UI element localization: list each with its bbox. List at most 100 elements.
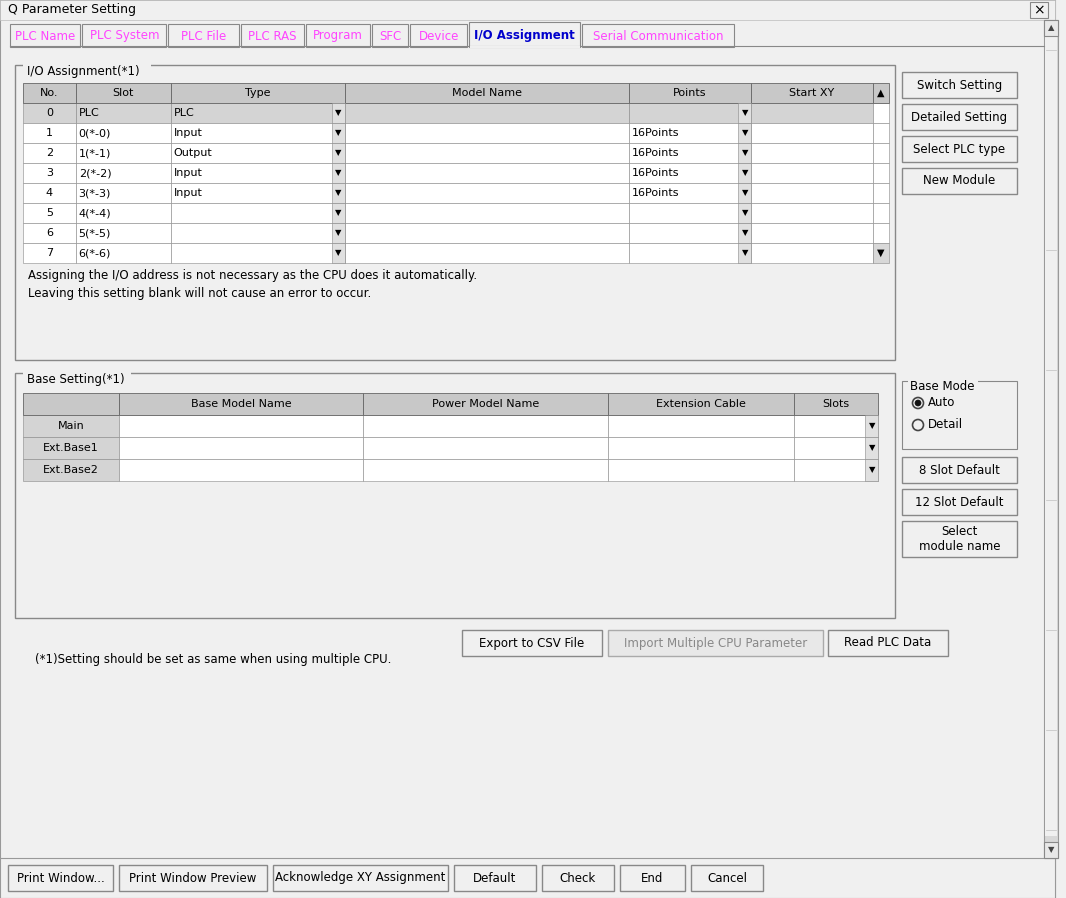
Bar [241, 24, 305, 47]
Bar [332, 183, 344, 203]
Bar [608, 437, 794, 459]
Text: Output: Output [174, 148, 212, 158]
Bar [738, 203, 752, 223]
Text: 5: 5 [46, 208, 53, 218]
Bar [118, 437, 364, 459]
Text: New Module: New Module [923, 174, 996, 188]
Bar [23, 64, 151, 78]
Bar [865, 415, 878, 437]
Bar [9, 865, 113, 891]
Bar [344, 223, 629, 243]
Bar [582, 24, 734, 47]
Text: Select
module name: Select module name [919, 525, 1000, 553]
Bar [752, 103, 873, 123]
Text: PLC File: PLC File [181, 30, 226, 42]
Text: 0(*-0): 0(*-0) [79, 128, 111, 138]
Text: ▼: ▼ [742, 169, 748, 178]
Text: Leaving this setting blank will not cause an error to occur.: Leaving this setting blank will not caus… [28, 286, 371, 300]
Bar [23, 183, 76, 203]
Bar [908, 380, 978, 393]
Text: 5(*-5): 5(*-5) [79, 228, 111, 238]
Text: ▼: ▼ [742, 228, 748, 237]
Text: ▼: ▼ [336, 249, 342, 258]
Bar [23, 203, 76, 223]
Text: ▲: ▲ [877, 88, 885, 98]
Bar [752, 203, 873, 223]
Text: Print Window...: Print Window... [17, 871, 104, 885]
Text: 1: 1 [46, 128, 53, 138]
Bar [542, 865, 614, 891]
Bar [23, 163, 76, 183]
Bar [629, 83, 752, 103]
Bar [171, 183, 344, 203]
Text: 6(*-6): 6(*-6) [79, 248, 111, 258]
Bar [23, 372, 131, 386]
Bar [344, 243, 629, 263]
Bar [738, 243, 752, 263]
Bar [332, 103, 344, 123]
Bar [332, 143, 344, 163]
Bar [344, 183, 629, 203]
Text: Start XY: Start XY [790, 88, 835, 98]
Text: Input: Input [174, 188, 203, 198]
Text: 16Points: 16Points [632, 128, 680, 138]
Bar [873, 243, 889, 263]
Bar [171, 103, 344, 123]
Text: 2: 2 [46, 148, 53, 158]
Bar [15, 373, 895, 618]
Bar [118, 415, 364, 437]
Bar [629, 143, 752, 163]
Bar [76, 243, 171, 263]
Bar [0, 858, 1055, 898]
Text: I/O Assignment(*1): I/O Assignment(*1) [27, 65, 140, 77]
Text: ▼: ▼ [742, 128, 748, 137]
Text: Base Model Name: Base Model Name [191, 399, 291, 409]
Text: ▼: ▼ [336, 128, 342, 137]
Bar [332, 223, 344, 243]
Text: Acknowledge XY Assignment: Acknowledge XY Assignment [275, 871, 446, 885]
Text: ▼: ▼ [336, 109, 342, 118]
Text: ▼: ▼ [877, 248, 885, 258]
Text: Ext.Base1: Ext.Base1 [43, 443, 99, 453]
Bar [23, 393, 118, 415]
Text: ▼: ▼ [336, 208, 342, 217]
Bar [629, 183, 752, 203]
Text: Slot: Slot [113, 88, 134, 98]
Bar [752, 123, 873, 143]
Text: Type: Type [245, 88, 271, 98]
Bar [1044, 20, 1057, 36]
Bar [332, 203, 344, 223]
Text: Input: Input [174, 128, 203, 138]
Text: ▼: ▼ [869, 444, 875, 453]
Text: 0: 0 [46, 108, 53, 118]
Text: ▼: ▼ [869, 421, 875, 430]
Bar [332, 163, 344, 183]
Bar [873, 103, 889, 123]
Bar [902, 381, 1017, 449]
Bar [76, 83, 171, 103]
Bar [629, 223, 752, 243]
Bar [364, 437, 608, 459]
Text: ▼: ▼ [869, 465, 875, 474]
Bar [1030, 2, 1048, 18]
Bar [608, 459, 794, 481]
Text: Print Window Preview: Print Window Preview [129, 871, 257, 885]
Bar [372, 24, 408, 47]
Bar [752, 163, 873, 183]
Text: Check: Check [560, 871, 596, 885]
Bar [1044, 842, 1057, 858]
Text: Read PLC Data: Read PLC Data [844, 637, 932, 649]
Bar [344, 103, 629, 123]
Text: PLC System: PLC System [90, 30, 159, 42]
Bar [76, 183, 171, 203]
Bar [23, 459, 118, 481]
Text: Ext.Base2: Ext.Base2 [43, 465, 99, 475]
Bar [171, 83, 344, 103]
Bar [902, 136, 1017, 162]
Text: Import Multiple CPU Parameter: Import Multiple CPU Parameter [624, 637, 807, 649]
Bar [344, 203, 629, 223]
Bar [171, 243, 344, 263]
Bar [410, 24, 467, 47]
Bar [118, 393, 364, 415]
Text: 16Points: 16Points [632, 148, 680, 158]
